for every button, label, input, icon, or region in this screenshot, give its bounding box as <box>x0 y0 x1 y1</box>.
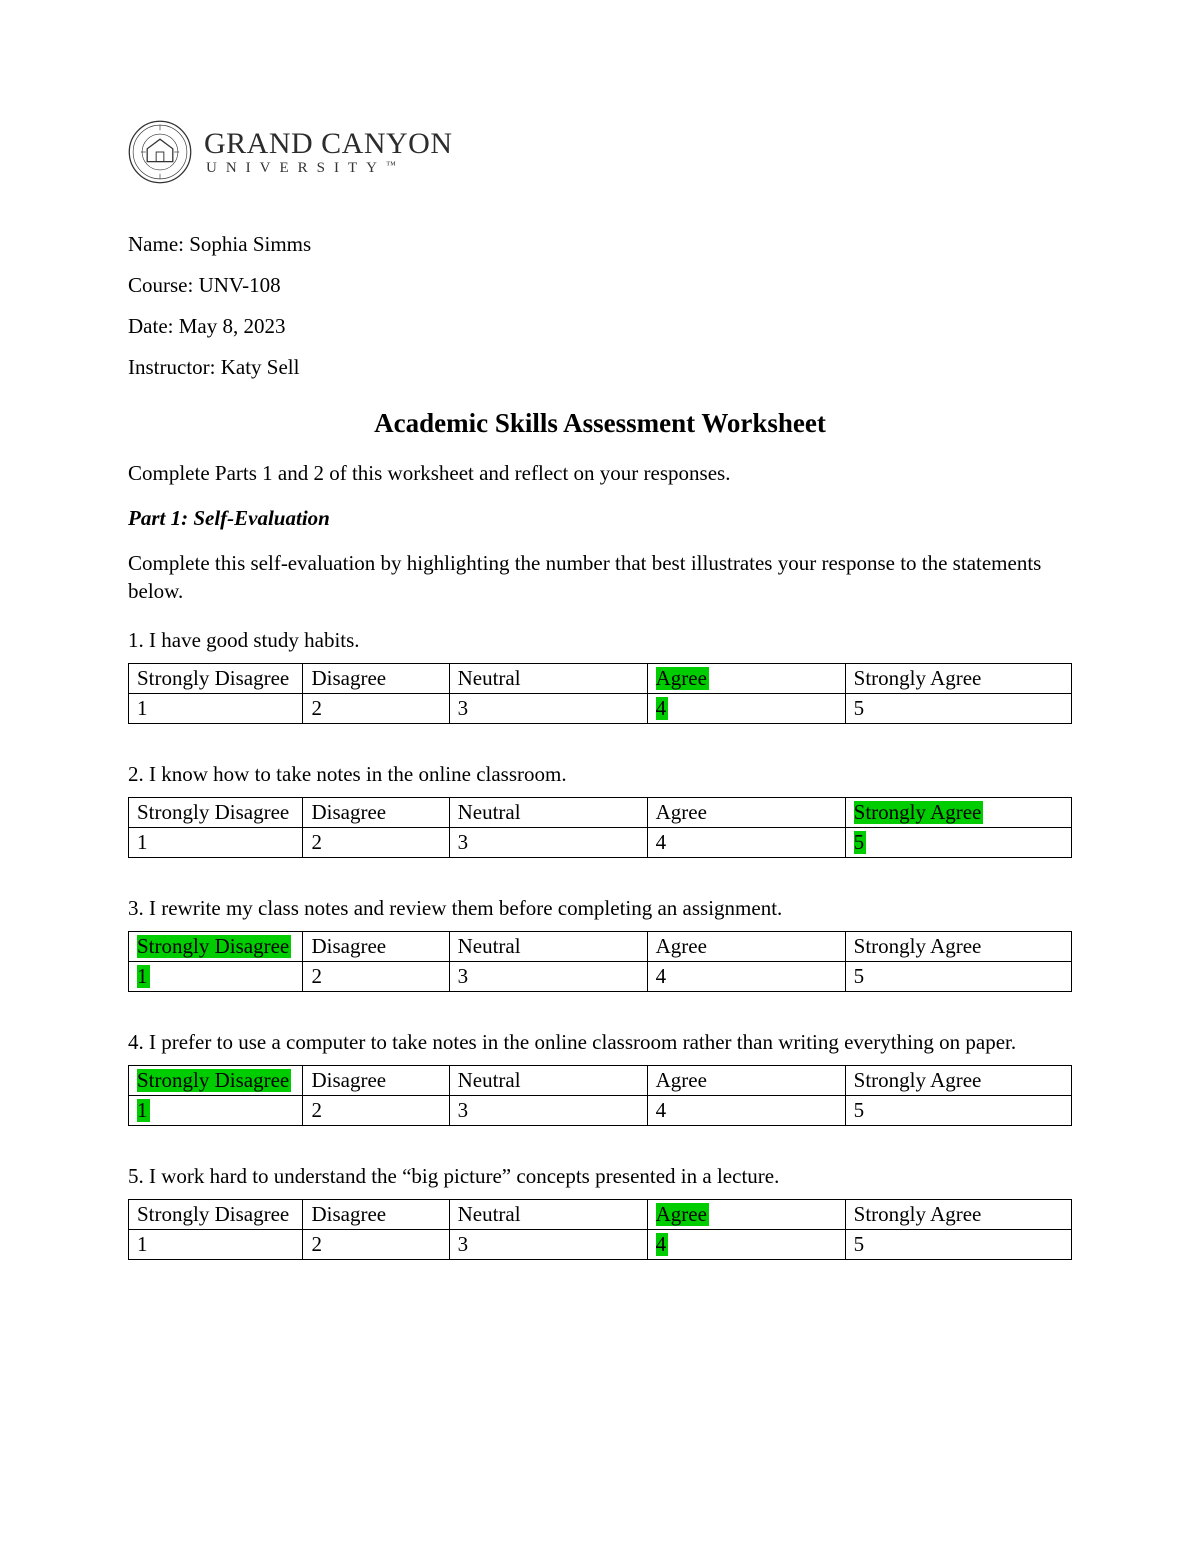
likert-value-cell: 4 <box>647 693 845 723</box>
likert-label-cell: Agree <box>647 1065 845 1095</box>
likert-label-cell: Neutral <box>449 1199 647 1229</box>
likert-label-cell: Strongly Agree <box>845 663 1071 693</box>
likert-value-cell: 4 <box>647 1095 845 1125</box>
question-text: 2. I know how to take notes in the onlin… <box>128 762 1072 787</box>
likert-label-cell: Strongly Disagree <box>129 1199 303 1229</box>
logo-text: GRAND CANYON UNIVERSITY™ <box>204 129 453 176</box>
meta-instructor: Instructor: Katy Sell <box>128 355 1072 380</box>
meta-name: Name: Sophia Simms <box>128 232 1072 257</box>
likert-table: Strongly DisagreeDisagreeNeutralAgreeStr… <box>128 663 1072 724</box>
question-text: 4. I prefer to use a computer to take no… <box>128 1030 1072 1055</box>
likert-value-cell: 5 <box>845 961 1071 991</box>
likert-label-cell: Agree <box>647 1199 845 1229</box>
seal-icon <box>128 120 192 184</box>
meta-date: Date: May 8, 2023 <box>128 314 1072 339</box>
likert-value-cell: 5 <box>845 693 1071 723</box>
document-page: GRAND CANYON UNIVERSITY™ Name: Sophia Si… <box>0 0 1200 1553</box>
question-text: 5. I work hard to understand the “big pi… <box>128 1164 1072 1189</box>
likert-label-cell: Agree <box>647 931 845 961</box>
likert-value-cell: 2 <box>303 961 449 991</box>
likert-label-cell: Strongly Agree <box>845 797 1071 827</box>
likert-value-cell: 3 <box>449 827 647 857</box>
likert-value-cell: 3 <box>449 961 647 991</box>
likert-value-cell: 4 <box>647 1229 845 1259</box>
likert-value-cell: 2 <box>303 1095 449 1125</box>
likert-label-cell: Strongly Agree <box>845 1065 1071 1095</box>
likert-label-cell: Disagree <box>303 663 449 693</box>
likert-label-cell: Strongly Disagree <box>129 797 303 827</box>
part1-intro: Complete this self-evaluation by highlig… <box>128 549 1072 606</box>
likert-label-cell: Agree <box>647 663 845 693</box>
likert-value-cell: 5 <box>845 827 1071 857</box>
likert-value-cell: 4 <box>647 827 845 857</box>
likert-value-cell: 4 <box>647 961 845 991</box>
likert-value-cell: 1 <box>129 1095 303 1125</box>
likert-label-cell: Strongly Disagree <box>129 931 303 961</box>
likert-value-cell: 1 <box>129 827 303 857</box>
question-text: 3. I rewrite my class notes and review t… <box>128 896 1072 921</box>
likert-label-cell: Neutral <box>449 797 647 827</box>
likert-label-cell: Disagree <box>303 931 449 961</box>
document-title: Academic Skills Assessment Worksheet <box>128 408 1072 439</box>
likert-value-cell: 2 <box>303 827 449 857</box>
likert-label-cell: Strongly Disagree <box>129 1065 303 1095</box>
likert-table: Strongly DisagreeDisagreeNeutralAgreeStr… <box>128 797 1072 858</box>
intro-text: Complete Parts 1 and 2 of this worksheet… <box>128 461 1072 486</box>
likert-value-cell: 1 <box>129 961 303 991</box>
questions-container: 1. I have good study habits. Strongly Dis… <box>128 628 1072 1260</box>
likert-value-cell: 3 <box>449 1095 647 1125</box>
likert-value-cell: 1 <box>129 693 303 723</box>
question-text: 1. I have good study habits. <box>128 628 1072 653</box>
likert-label-cell: Strongly Agree <box>845 931 1071 961</box>
logo-sub-text: UNIVERSITY™ <box>204 161 453 176</box>
likert-table: Strongly DisagreeDisagreeNeutralAgreeStr… <box>128 931 1072 992</box>
likert-table: Strongly DisagreeDisagreeNeutralAgreeStr… <box>128 1065 1072 1126</box>
likert-value-cell: 5 <box>845 1229 1071 1259</box>
likert-label-cell: Disagree <box>303 797 449 827</box>
meta-course: Course: UNV-108 <box>128 273 1072 298</box>
likert-label-cell: Disagree <box>303 1065 449 1095</box>
logo-main-text: GRAND CANYON <box>204 129 453 159</box>
likert-label-cell: Strongly Agree <box>845 1199 1071 1229</box>
university-logo: GRAND CANYON UNIVERSITY™ <box>128 120 1072 184</box>
likert-label-cell: Neutral <box>449 663 647 693</box>
likert-label-cell: Agree <box>647 797 845 827</box>
part1-heading: Part 1: Self-Evaluation <box>128 506 1072 531</box>
likert-value-cell: 2 <box>303 693 449 723</box>
likert-value-cell: 5 <box>845 1095 1071 1125</box>
likert-value-cell: 1 <box>129 1229 303 1259</box>
likert-table: Strongly DisagreeDisagreeNeutralAgreeStr… <box>128 1199 1072 1260</box>
likert-label-cell: Neutral <box>449 931 647 961</box>
likert-value-cell: 2 <box>303 1229 449 1259</box>
likert-label-cell: Disagree <box>303 1199 449 1229</box>
likert-value-cell: 3 <box>449 693 647 723</box>
likert-label-cell: Neutral <box>449 1065 647 1095</box>
likert-label-cell: Strongly Disagree <box>129 663 303 693</box>
likert-value-cell: 3 <box>449 1229 647 1259</box>
